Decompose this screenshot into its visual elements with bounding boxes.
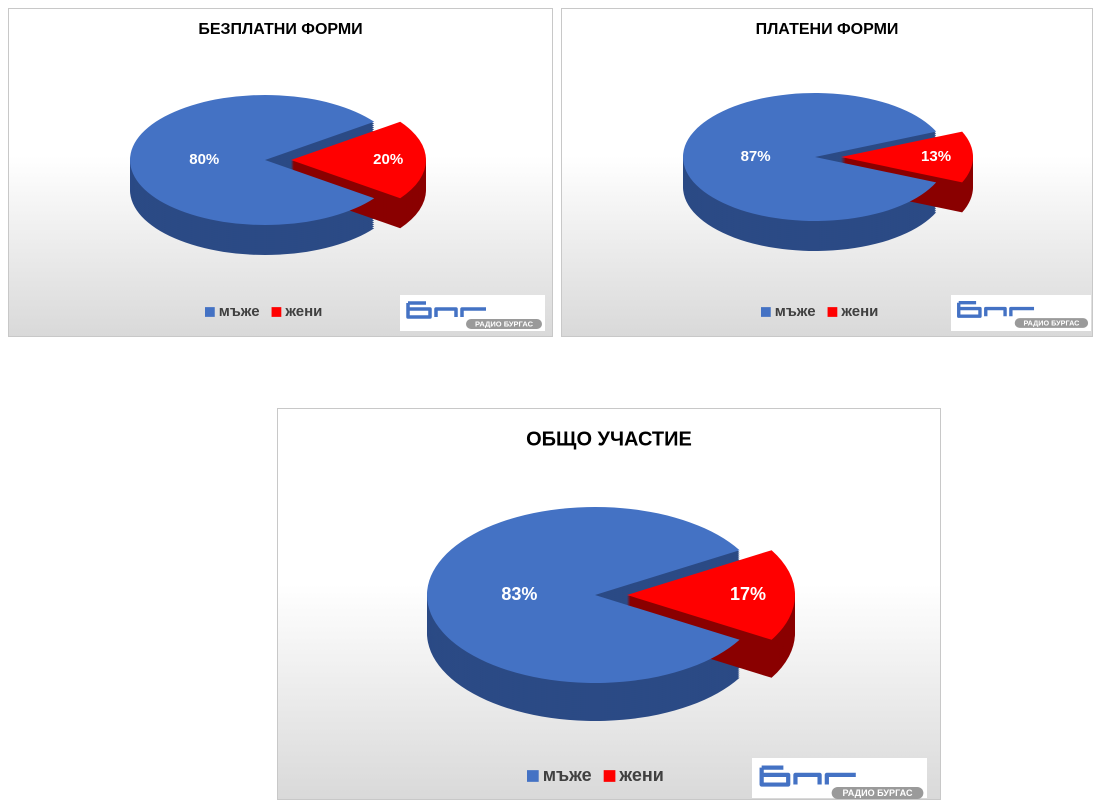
logo-mark [759,765,856,787]
pie-slice [427,507,740,683]
data-label: 20% [373,151,403,168]
chart-panel: ПЛАТЕНИ ФОРМИ 87% 13% мъже жени РАДИО БУРГАС [561,8,1093,337]
legend-label: мъже [775,303,816,320]
pie-slice [683,92,937,222]
data-label: 17% [730,584,766,604]
logo: РАДИО БУРГАС [752,758,927,800]
data-label: 83% [501,584,537,604]
legend-swatch [827,307,838,317]
data-label: 80% [189,151,219,168]
legend-label: мъже [543,765,592,785]
chart-title: ОБЩО УЧАСТИЕ [526,428,692,450]
logo-text: РАДИО БУРГАС [1023,318,1080,327]
chart-panel: БЕЗПЛАТНИ ФОРМИ 80% 20% мъже жени РАДИО БУРГА… [8,8,553,337]
chart-panel: ОБЩО УЧАСТИЕ 83% 17% мъже жени РАДИО БУРГАС [277,408,941,800]
legend-swatch [205,307,215,317]
logo-pill [466,319,542,329]
logo-text: РАДИО БУРГАС [843,788,913,798]
legend-swatch [527,770,539,782]
data-label: 13% [921,148,951,165]
legend-label: мъже [219,303,260,320]
pie-slice [130,95,375,226]
legend-swatch [761,307,771,317]
legend-label: жени [284,303,322,320]
pie-slice [291,121,426,199]
chart-title: ПЛАТЕНИ ФОРМИ [756,21,899,38]
chart-title: БЕЗПЛАТНИ ФОРМИ [198,21,362,38]
data-label: 87% [741,148,771,165]
logo: РАДИО БУРГАС [400,295,545,331]
logo-pill [1014,318,1089,328]
logo-mark [406,301,486,319]
legend-swatch [603,770,616,782]
logo-mark [957,301,1035,318]
legend-label: жени [618,765,663,785]
logo-pill [831,786,924,800]
legend-swatch [271,307,282,317]
pie-slice [841,131,973,183]
legend-label: жени [840,303,878,320]
logo-text: РАДИО БУРГАС [475,319,534,328]
pie-slice [627,550,795,640]
logo: РАДИО БУРГАС [951,295,1091,331]
